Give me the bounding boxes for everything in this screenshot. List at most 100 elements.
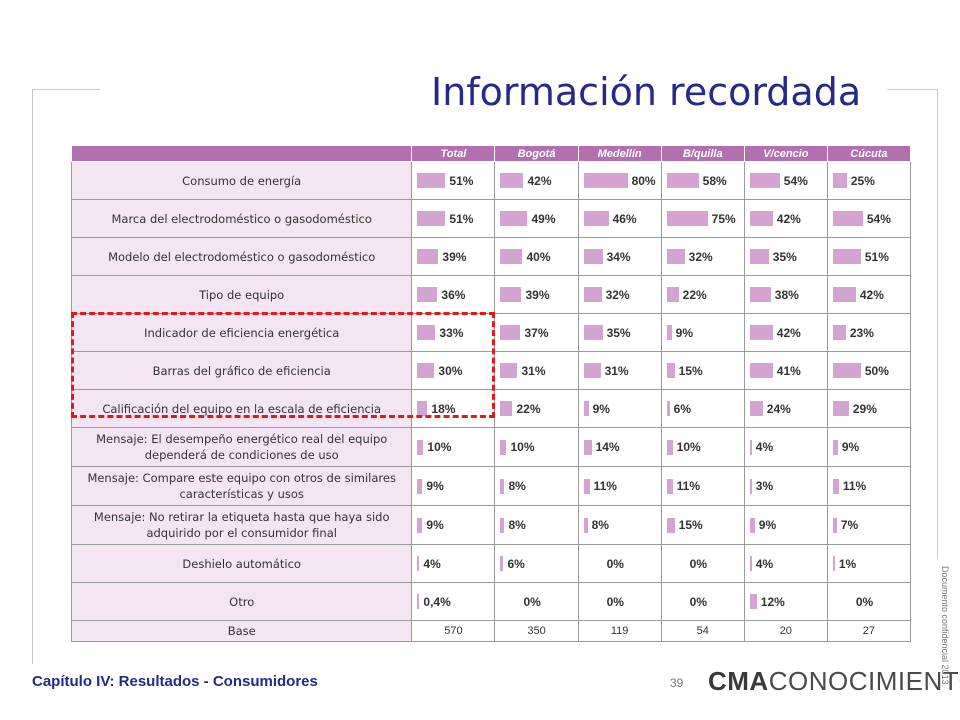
value-cell-inner: 0%: [828, 583, 910, 620]
value-percent: 4%: [755, 556, 774, 571]
value-cell: 50%: [826, 351, 912, 390]
row-label: Indicador de eficiencia energética: [70, 313, 413, 352]
value-percent: 0%: [606, 556, 624, 571]
value-cell: 23%: [826, 313, 912, 352]
base-value-cell: 27: [826, 620, 912, 642]
value-bar: [417, 594, 420, 609]
value-bar: [666, 478, 673, 494]
value-bar: [832, 439, 838, 455]
value-cell-inner: 8%: [495, 506, 577, 544]
value-cell: 42%: [826, 275, 912, 314]
value-cell: 51%: [411, 161, 496, 200]
value-bar: [749, 173, 780, 188]
value-cell-inner: 54%: [828, 200, 910, 237]
value-cell-inner: 10%: [662, 428, 744, 466]
table-header-row: Total Bogotá Medellín B/quilla V/cencio …: [70, 145, 912, 162]
value-cell-inner: 0%: [579, 583, 661, 620]
value-bar: [583, 478, 590, 494]
value-cell-inner: 30%: [412, 352, 494, 389]
value-percent: 54%: [866, 211, 891, 226]
value-cell: 15%: [660, 505, 745, 545]
value-percent: 10%: [676, 440, 701, 454]
value-percent: 22%: [516, 401, 541, 416]
value-percent: 38%: [774, 287, 799, 302]
table-row: Indicador de eficiencia energética 33% 37%…: [70, 313, 912, 352]
value-cell: 11%: [577, 466, 662, 506]
value-cell: 8%: [494, 466, 579, 506]
header-barranquilla: B/quilla: [660, 145, 745, 162]
value-bar: [500, 363, 518, 378]
value-cell-inner: 0%: [579, 545, 661, 582]
value-bar: [832, 556, 835, 571]
value-cell-inner: 15%: [662, 506, 744, 544]
value-percent: 32%: [688, 249, 713, 264]
value-cell-inner: 31%: [495, 352, 577, 389]
value-bar: [749, 211, 773, 226]
value-cell-inner: 36%: [412, 276, 494, 313]
value-bar: [583, 287, 602, 302]
value-bar: [749, 594, 757, 609]
value-cell-inner: 37%: [495, 314, 577, 351]
value-cell-inner: 0,4%: [412, 583, 494, 620]
value-cell-inner: 22%: [495, 390, 577, 427]
value-cell: 0%: [660, 582, 745, 621]
value-cell: 15%: [660, 351, 745, 390]
table-row: Mensaje: Compare este equipo con otros d…: [70, 466, 912, 506]
value-bar: [583, 173, 628, 188]
value-percent: 31%: [521, 363, 546, 378]
value-cell-inner: 10%: [495, 428, 577, 466]
value-cell-inner: 38%: [745, 276, 827, 313]
value-cell-inner: 39%: [412, 238, 494, 275]
value-percent: 9%: [841, 440, 860, 454]
frame-top-right: [860, 89, 938, 90]
value-cell-inner: 9%: [745, 506, 827, 544]
value-percent: 46%: [612, 211, 637, 226]
value-percent: 39%: [525, 287, 550, 302]
value-percent: 11%: [842, 479, 867, 493]
value-cell: 38%: [743, 275, 828, 314]
value-bar: [417, 363, 435, 378]
value-cell-inner: 11%: [662, 467, 744, 505]
value-cell: 0%: [577, 544, 662, 583]
value-cell-inner: 18%: [412, 390, 494, 427]
value-cell-inner: 0%: [662, 583, 744, 620]
value-cell-inner: 9%: [412, 506, 494, 544]
value-cell-inner: 23%: [828, 314, 910, 351]
value-percent: 49%: [531, 211, 556, 226]
logo-strong: CMA: [708, 666, 769, 696]
value-cell: 25%: [826, 161, 912, 200]
value-percent: 9%: [758, 518, 777, 532]
value-bar: [749, 517, 755, 533]
value-cell-inner: 32%: [579, 276, 661, 313]
table-row: Marca del electrodoméstico o gasodomésti…: [70, 199, 912, 238]
value-cell: 9%: [411, 505, 496, 545]
value-percent: 37%: [524, 325, 549, 340]
value-cell: 54%: [826, 199, 912, 238]
value-percent: 4%: [423, 556, 441, 571]
value-cell: 4%: [411, 544, 496, 583]
value-cell: 46%: [577, 199, 662, 238]
company-logo: CMA CONOCIMIENTO: [708, 666, 960, 697]
value-bar: [832, 249, 861, 264]
table-row: Mensaje: No retirar la etiqueta hasta qu…: [70, 505, 912, 545]
value-cell-inner: 6%: [495, 545, 577, 582]
recall-table: Total Bogotá Medellín B/quilla V/cencio …: [70, 145, 912, 642]
value-cell: 33%: [411, 313, 496, 352]
value-percent: 8%: [508, 479, 526, 493]
value-percent: 33%: [439, 325, 464, 340]
value-bar: [583, 401, 589, 416]
value-cell: 8%: [494, 505, 579, 545]
value-percent: 51%: [449, 173, 474, 188]
value-percent: 9%: [426, 479, 444, 493]
value-percent: 24%: [766, 401, 791, 416]
value-cell: 0%: [494, 582, 579, 621]
table-row: Deshielo automático 4% 6% 0% 0% 4% 1%: [70, 544, 912, 583]
value-bar: [583, 249, 603, 264]
base-value: 20: [779, 625, 792, 637]
table-row: Otro 0,4% 0% 0% 0% 12% 0%: [70, 582, 912, 621]
value-cell-inner: 50%: [828, 352, 910, 389]
value-bar: [749, 478, 752, 494]
value-cell-inner: 51%: [412, 200, 494, 237]
value-bar: [500, 173, 524, 188]
value-percent: 14%: [595, 440, 620, 454]
